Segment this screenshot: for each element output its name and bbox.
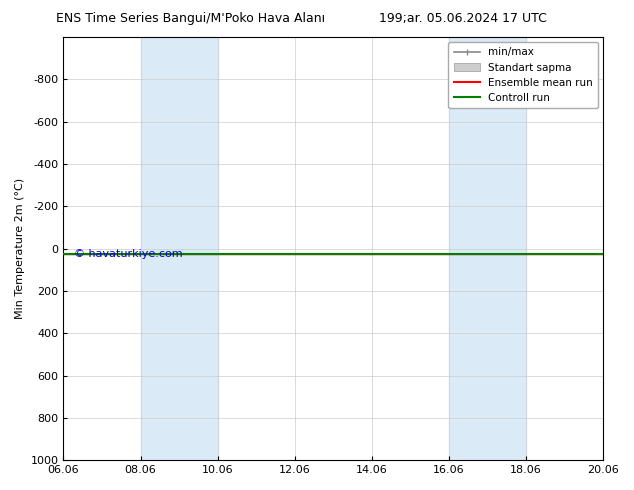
Text: © havaturkiye.com: © havaturkiye.com: [74, 249, 183, 259]
Text: ENS Time Series Bangui/M'Poko Hava Alanı: ENS Time Series Bangui/M'Poko Hava Alanı: [56, 12, 325, 25]
Bar: [449, 37, 526, 460]
Legend: min/max, Standart sapma, Ensemble mean run, Controll run: min/max, Standart sapma, Ensemble mean r…: [448, 42, 598, 108]
Bar: [141, 37, 217, 460]
Y-axis label: Min Temperature 2m (°C): Min Temperature 2m (°C): [15, 178, 25, 319]
Text: 199;ar. 05.06.2024 17 UTC: 199;ar. 05.06.2024 17 UTC: [379, 12, 547, 25]
